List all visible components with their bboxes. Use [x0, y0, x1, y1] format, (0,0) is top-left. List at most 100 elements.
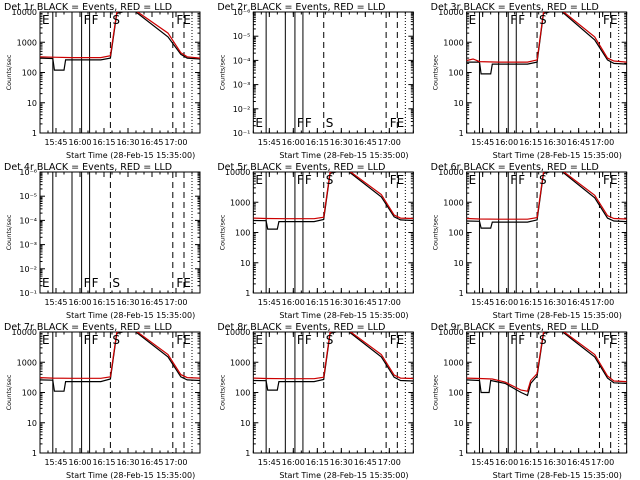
x-tick-label: 16:15 — [92, 138, 115, 147]
marker-label: F — [84, 13, 91, 27]
x-axis-label: Start Time (28-Feb-15 15:35:00) — [279, 311, 408, 320]
x-tick-label: 15:45 — [44, 298, 67, 307]
x-tick-label: 16:00 — [495, 138, 518, 147]
marker-label: E — [255, 333, 263, 347]
marker-label: E — [42, 13, 50, 27]
y-tick-label: 1 — [459, 129, 464, 138]
marker-label: FE — [176, 333, 190, 347]
x-tick-label: 16:15 — [519, 458, 542, 467]
x-tick-label: 16:00 — [495, 298, 518, 307]
y-tick-label: 10⁻⁴ — [19, 216, 37, 225]
x-tick-label: 17:00 — [591, 458, 614, 467]
y-tick-label: 10 — [27, 99, 37, 108]
series-events-line — [253, 332, 414, 391]
y-tick-label: 10000 — [12, 328, 37, 337]
marker-label: F — [297, 116, 304, 130]
series-events-line — [253, 172, 414, 230]
y-tick-label: 100 — [235, 229, 250, 238]
x-tick-label: 16:30 — [543, 298, 566, 307]
marker-label: E — [42, 276, 50, 290]
y-tick-label: 10000 — [12, 8, 37, 17]
x-tick-label: 16:00 — [68, 138, 91, 147]
y-tick-label: 10000 — [438, 8, 463, 17]
x-tick-label: 17:00 — [591, 298, 614, 307]
y-tick-label: 1000 — [230, 358, 250, 367]
y-tick-label: 1000 — [17, 38, 37, 47]
y-axis-label: Counts/sec — [432, 54, 440, 90]
y-tick-label: 10⁻⁵ — [233, 32, 251, 41]
panel-title: Det 6r BLACK = Events, RED = LLD — [431, 162, 599, 173]
x-tick-label: 16:00 — [68, 458, 91, 467]
x-tick-label: 17:00 — [378, 298, 401, 307]
panel-det-3: Det 3r BLACK = Events, RED = LLD Start Ti… — [431, 2, 628, 160]
y-tick-label: 1 — [32, 129, 37, 138]
x-tick-label: 16:00 — [495, 458, 518, 467]
panel-det-5: Det 5r BLACK = Events, RED = LLD Start Ti… — [217, 162, 414, 320]
y-tick-label: 10 — [453, 259, 463, 268]
marker-label: FE — [176, 276, 190, 290]
y-tick-label: 10⁻³ — [233, 81, 251, 90]
x-tick-label: 15:45 — [471, 138, 494, 147]
series-events-line — [466, 12, 627, 75]
y-tick-label: 1000 — [230, 198, 250, 207]
x-tick-label: 16:45 — [354, 298, 377, 307]
y-tick-label: 1 — [245, 449, 250, 458]
x-tick-label: 15:45 — [471, 298, 494, 307]
marker-label: F — [84, 276, 91, 290]
marker-label: F — [518, 333, 525, 347]
x-axis-label: Start Time (28-Feb-15 15:35:00) — [493, 311, 622, 320]
x-axis-label: Start Time (28-Feb-15 15:35:00) — [279, 471, 408, 480]
y-tick-label: 10⁻² — [233, 105, 251, 114]
plot-frame — [252, 171, 414, 294]
x-tick-label: 16:00 — [282, 298, 305, 307]
panel-title: Det 8r BLACK = Events, RED = LLD — [217, 322, 385, 333]
series-lld-line — [466, 172, 627, 220]
x-tick-label: 17:00 — [164, 138, 187, 147]
y-tick-label: 10⁻⁵ — [19, 192, 37, 201]
marker-label: FE — [390, 333, 404, 347]
y-tick-label: 100 — [448, 389, 463, 398]
marker-label: F — [305, 116, 312, 130]
y-tick-label: 10 — [27, 419, 37, 428]
y-tick-label: 10 — [240, 419, 250, 428]
y-tick-label: 100 — [235, 389, 250, 398]
x-tick-label: 16:45 — [354, 458, 377, 467]
y-tick-label: 1 — [245, 289, 250, 298]
x-tick-label: 16:30 — [330, 458, 353, 467]
x-tick-label: 16:30 — [116, 298, 139, 307]
marker-label: E — [42, 333, 50, 347]
x-axis-label: Start Time (28-Feb-15 15:35:00) — [493, 471, 622, 480]
marker-label: F — [297, 173, 304, 187]
marker-label: FE — [603, 173, 617, 187]
y-tick-label: 10⁻¹ — [233, 129, 251, 138]
x-tick-label: 15:45 — [44, 138, 67, 147]
x-tick-label: 15:45 — [44, 458, 67, 467]
series-lld-line — [466, 12, 627, 63]
panel-det-4: Det 4r BLACK = Events, RED = LLD Start Ti… — [4, 162, 201, 320]
x-tick-label: 16:30 — [116, 458, 139, 467]
marker-label: S — [539, 333, 547, 347]
panel-title: Det 5r BLACK = Events, RED = LLD — [217, 162, 385, 173]
x-tick-label: 17:00 — [378, 138, 401, 147]
marker-label: S — [112, 333, 120, 347]
panel-det-2: Det 2r BLACK = Events, RED = LLD Start Ti… — [217, 2, 414, 160]
marker-label: FE — [390, 116, 404, 130]
y-tick-label: 10⁻¹ — [19, 289, 37, 298]
marker-label: F — [518, 173, 525, 187]
marker-label: FE — [603, 13, 617, 27]
panel-title: Det 4r BLACK = Events, RED = LLD — [4, 162, 172, 173]
panel-det-9: Det 9r BLACK = Events, RED = LLD Start Ti… — [431, 322, 628, 480]
y-tick-label: 100 — [22, 389, 37, 398]
x-tick-label: 16:15 — [519, 298, 542, 307]
y-tick-label: 10 — [453, 99, 463, 108]
x-tick-label: 16:45 — [140, 138, 163, 147]
series-events-line — [466, 332, 627, 397]
marker-label: S — [539, 13, 547, 27]
y-tick-label: 10000 — [225, 168, 250, 177]
x-tick-label: 16:15 — [92, 298, 115, 307]
x-tick-label: 15:45 — [471, 458, 494, 467]
x-tick-label: 17:00 — [591, 138, 614, 147]
panel-det-8: Det 8r BLACK = Events, RED = LLD Start Ti… — [217, 322, 414, 480]
marker-label: F — [92, 333, 99, 347]
